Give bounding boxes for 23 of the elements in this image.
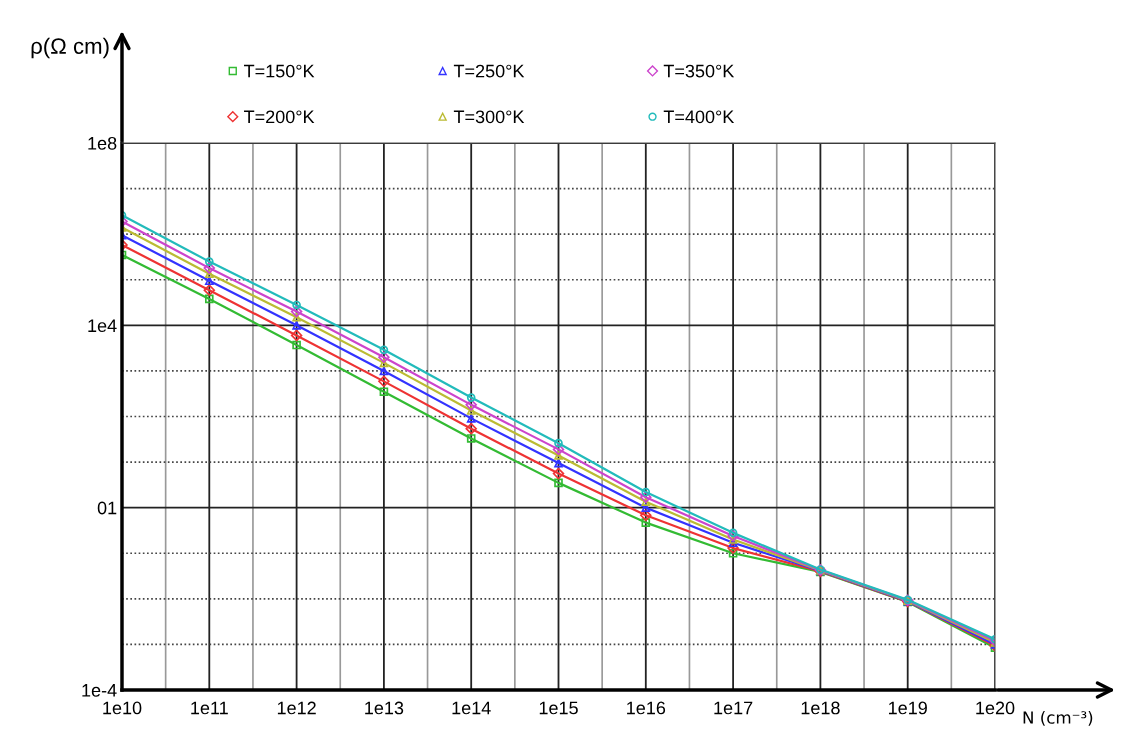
legend-label: T=300°K <box>453 110 525 124</box>
x-tick-label: 1e14 <box>452 701 491 715</box>
x-tick-label: 1e17 <box>714 701 753 715</box>
x-tick-label: 1e13 <box>365 701 404 715</box>
x-tick-label: 1e18 <box>801 701 840 715</box>
legend-label: T=350°K <box>663 64 735 78</box>
y-axis-title: ρ(Ω cm) <box>31 37 109 59</box>
x-tick-label: 1e12 <box>277 701 316 715</box>
legend-label: T=400°K <box>663 110 735 124</box>
y-tick-label: 1e8 <box>88 136 117 150</box>
x-axis-title: N (cm⁻³) <box>1023 710 1093 726</box>
legend-label: T=150°K <box>244 64 315 78</box>
x-tick-label: 1e15 <box>539 701 578 715</box>
x-tick-label: 1e19 <box>889 701 927 715</box>
x-tick-label: 1e16 <box>627 701 666 715</box>
x-tick-label: 1e11 <box>191 701 228 715</box>
legend-label: T=250°K <box>453 64 525 78</box>
y-tick-label: 1e4 <box>88 319 117 333</box>
x-tick-label: 1e20 <box>976 701 1015 715</box>
y-tick-label: 1e-4 <box>82 684 117 697</box>
legend-label: T=200°K <box>244 110 315 124</box>
y-tick-label: 01 <box>97 501 117 515</box>
x-tick-label: 1e10 <box>103 701 142 715</box>
